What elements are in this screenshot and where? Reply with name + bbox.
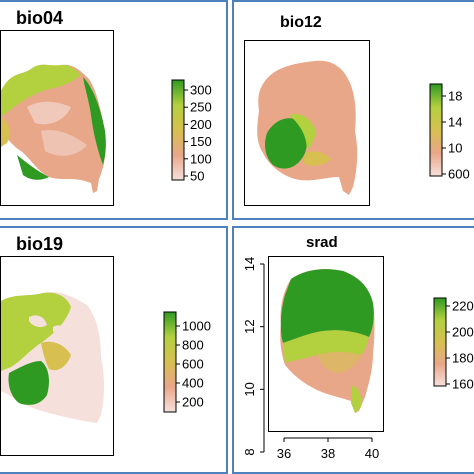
map-panel-bio19: bio19 1000 800 600 400 200 — [0, 226, 228, 474]
map-plot-area — [0, 30, 114, 206]
raster-map — [1, 291, 104, 423]
colorbar — [429, 83, 443, 177]
colorbar-tick-label: 14 — [448, 115, 462, 130]
colorbar-tick-label: 600 — [182, 357, 204, 372]
colorbar-legend: 18 14 10 600 — [429, 83, 470, 182]
colorbar-tick-label: 300 — [190, 83, 212, 98]
y-tick-label: 12 — [242, 319, 257, 333]
colorbar-legend: 300 250 200 150 100 50 — [171, 79, 212, 184]
colorbar-tick-label: 1000 — [182, 319, 211, 334]
colorbar-tick-label: 200 — [190, 117, 212, 132]
map-panel-srad: srad 14 12 10 8 36 38 40 220 200 180 160 — [232, 226, 474, 474]
raster-map — [257, 60, 358, 195]
colorbar-tick-label: 180 — [452, 351, 474, 366]
x-axis: 36 38 40 — [277, 437, 379, 461]
y-tick-label: 14 — [242, 257, 257, 271]
colorbar-tick-label: 18 — [448, 89, 462, 104]
y-tick-label: 10 — [242, 382, 257, 396]
map-plot-area — [268, 256, 384, 432]
panel-title: bio12 — [280, 14, 322, 31]
map-plot-area — [0, 256, 114, 456]
colorbar — [433, 297, 447, 387]
colorbar-tick-label: 200 — [452, 325, 474, 340]
x-tick-label: 38 — [321, 446, 335, 461]
colorbar-tick-label: 10 — [448, 141, 462, 156]
colorbar-tick-label: 50 — [190, 169, 204, 184]
colorbar-tick-label: 220 — [452, 299, 474, 314]
panel-title: bio19 — [16, 234, 64, 254]
colorbar-tick-label: 800 — [182, 338, 204, 353]
colorbar — [171, 79, 185, 181]
colorbar-tick-label: 600 — [448, 167, 470, 182]
x-tick-label: 36 — [277, 446, 291, 461]
colorbar — [163, 311, 177, 413]
colorbar-tick-label: 200 — [182, 395, 204, 410]
colorbar-tick-label: 160 — [452, 377, 474, 392]
colorbar-tick-label: 400 — [182, 376, 204, 391]
colorbar-tick-label: 250 — [190, 100, 212, 115]
map-plot-area — [244, 40, 370, 206]
map-panel-bio04: bio04 300 250 200 150 100 50 — [0, 0, 228, 220]
colorbar-legend: 1000 800 600 400 200 — [163, 311, 211, 413]
colorbar-legend: 220 200 180 160 — [433, 297, 474, 392]
map-panel-bio12: bio12 18 14 10 600 — [232, 0, 474, 220]
raster-map — [280, 269, 375, 413]
y-tick-label: 8 — [242, 448, 257, 455]
panel-title: bio04 — [16, 8, 64, 28]
colorbar-tick-label: 150 — [190, 134, 212, 149]
y-axis: 14 12 10 8 — [242, 257, 265, 456]
colorbar-tick-label: 100 — [190, 151, 212, 166]
raster-map — [1, 64, 106, 193]
panel-title: srad — [306, 234, 338, 251]
x-tick-label: 40 — [365, 446, 379, 461]
